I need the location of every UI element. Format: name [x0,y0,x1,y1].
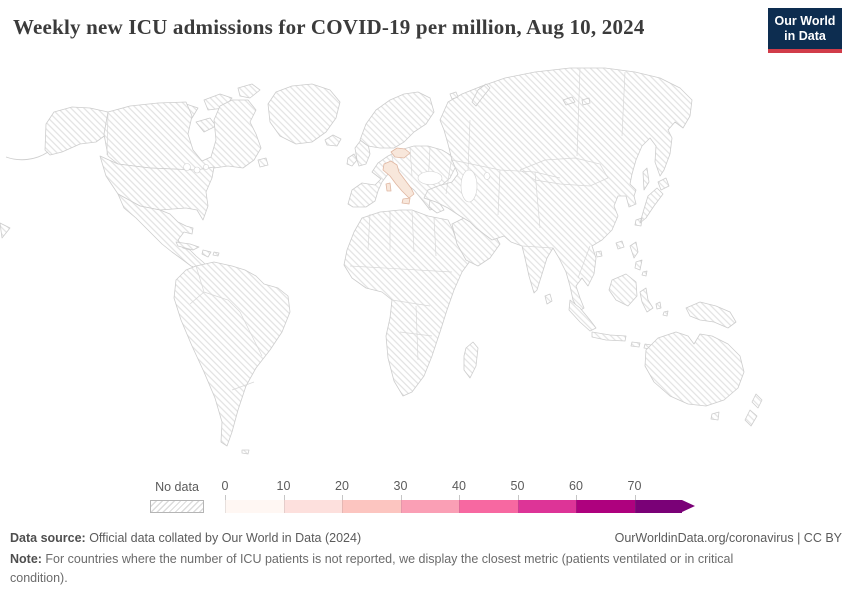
legend-color-segment[interactable] [459,500,518,513]
country-czechia[interactable] [390,147,411,159]
data-source-label: Data source: [10,531,86,545]
landmass-edge-fragment [0,222,11,239]
landmass-new-guinea [685,301,737,329]
legend-tick-label: 40 [452,479,466,493]
landmass-ireland [346,153,358,167]
legend-tick [225,495,226,500]
legend-arrow [681,500,695,512]
country-italy[interactable] [382,160,415,199]
landmass-hainan [595,250,603,258]
landmass-canada [103,99,262,171]
logo-line1: Our World [774,14,836,28]
legend-tick [634,495,636,500]
logo-text: Our World in Data [768,8,842,49]
footnote: Note: For countries where the number of … [10,550,792,588]
country-italy-sicily[interactable] [401,197,411,205]
page-title: Weekly new ICU admissions for COVID-19 p… [13,15,645,39]
landmass-alaska [44,106,109,156]
legend-color-segment[interactable] [342,500,401,513]
legend-tick-label: 30 [393,479,408,493]
landmass-falklands [241,449,250,455]
landmass-hispaniola [201,249,220,258]
legend-tick [342,495,343,500]
footnote-label: Note: [10,552,42,566]
landmass-asia [423,67,693,312]
no-data-label: No data [155,480,199,494]
landmass-arctic-russia-islands [449,91,591,106]
legend-tick [517,495,519,500]
landmass-greenland [267,83,341,145]
landmass-japan [634,177,670,227]
aral-sea [483,172,491,180]
attribution-link[interactable]: OurWorldinData.org/coronavirus | CC BY [614,531,842,545]
legend-tick [576,495,577,500]
legend-color-segment[interactable] [634,500,682,513]
shaded-countries [382,147,415,205]
landmass-south-america [173,261,291,447]
logo-line2: in Data [784,29,826,43]
inland-seas [183,163,491,203]
landmass-tasmania [710,411,720,421]
legend-tick-label: 0 [221,479,229,493]
footer: Data source: Official data collated by O… [10,531,842,588]
legend-color-segment[interactable] [225,500,284,513]
landmass-moluccas [655,301,669,317]
logo-accent-bar [768,49,842,53]
legend-tick [283,495,285,500]
legend-color-segment[interactable] [283,500,342,513]
landmass-taiwan [615,240,625,250]
footnote-text: For countries where the number of ICU pa… [10,552,734,585]
landmass-iceland [324,134,342,147]
no-data-landmasses [0,67,763,455]
landmass-sakhalin [642,167,650,191]
world-map-svg [0,67,763,455]
legend-tick [400,495,402,500]
landmass-scandinavia [359,91,435,149]
legend-tick-label: 60 [569,479,583,493]
legend-tick-label: 10 [276,479,291,493]
map-legend: No data 0 10 20 30 40 50 60 70 [0,479,850,516]
black-sea [417,171,443,185]
great-lakes [183,163,191,171]
landmass-new-zealand [744,393,763,427]
great-lakes [193,166,201,174]
legend-color-segment[interactable] [576,500,635,513]
legend-tick-label: 20 [335,479,349,493]
landmass-novaya-zemlya [471,83,491,107]
landmass-mexico-central-america [117,193,208,271]
landmass-philippines [629,241,648,277]
world-map [0,60,850,465]
caspian-sea [460,169,478,203]
data-source-text: Official data collated by Our World in D… [85,531,362,545]
legend-tick-label: 50 [510,479,525,493]
legend-color-segment[interactable] [517,500,576,513]
data-source: Data source: Official data collated by O… [10,531,361,545]
landmass-sulawesi [639,287,654,313]
landmass-great-britain [354,139,371,167]
country-italy-sardinia[interactable] [385,182,392,192]
landmass-newfoundland [257,157,269,168]
legend-colorbar: 0 10 20 30 40 50 60 70 [222,479,695,513]
legend-tick-label: 70 [627,479,642,493]
landmass-cuba [175,241,200,251]
country-borders [106,67,626,391]
landmass-australia [644,331,745,407]
landmass-sri-lanka [544,293,553,305]
great-lakes [203,164,209,170]
legend-color-segment[interactable] [400,500,459,513]
landmass-madagascar [463,341,479,379]
aleutian-islands [5,151,49,161]
owid-logo[interactable]: Our World in Data [768,8,842,53]
landmass-borneo [608,273,638,307]
landmass-java [591,331,627,342]
no-data-swatch[interactable] [150,500,204,513]
legend-tick [459,495,460,500]
landmass-sumatra [568,299,597,332]
